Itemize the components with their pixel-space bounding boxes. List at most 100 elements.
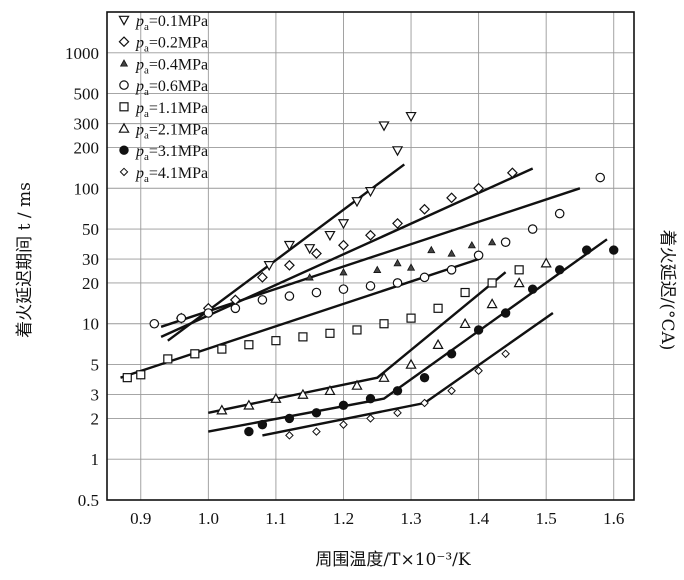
data-point-0.6 — [176, 313, 187, 323]
data-point-0.6 — [311, 287, 322, 298]
data-point-1.1 — [298, 332, 308, 342]
data-point-0.6 — [473, 250, 484, 261]
data-point-1.1 — [244, 340, 254, 350]
data-point-2.1 — [216, 404, 228, 415]
x-tick-label: 1.4 — [468, 509, 490, 528]
data-point-0.4 — [339, 268, 348, 276]
data-point-1.1 — [122, 373, 132, 383]
data-point-4.1 — [420, 398, 429, 408]
legend-label-1.1: pa=1.1MPa — [135, 100, 208, 120]
y-tick-label: 1000 — [65, 44, 99, 63]
data-point-0.4 — [305, 273, 314, 281]
data-point-0.6 — [595, 172, 606, 183]
data-point-0.6 — [149, 318, 160, 329]
data-point-2.1 — [405, 358, 417, 369]
data-point-0.1 — [283, 240, 296, 252]
data-point-4.1 — [474, 366, 483, 376]
legend-marker-1.1 — [119, 102, 129, 112]
data-point-3.1 — [582, 245, 592, 255]
data-point-0.6 — [554, 208, 565, 219]
data-point-2.1 — [540, 257, 552, 268]
x-tick-label: 1.5 — [536, 509, 557, 528]
y-tick-label: 10 — [82, 315, 99, 334]
data-point-0.2 — [256, 271, 268, 283]
data-point-1.1 — [379, 319, 389, 329]
x-tick-label: 1.1 — [265, 509, 286, 528]
data-point-1.1 — [325, 328, 335, 338]
data-point-3.1 — [311, 408, 322, 418]
data-point-2.1 — [297, 388, 309, 399]
data-point-0.6 — [203, 308, 214, 318]
data-point-4.1 — [339, 420, 348, 429]
data-point-0.6 — [284, 291, 295, 301]
data-point-3.1 — [419, 372, 430, 383]
data-point-0.1 — [391, 146, 404, 157]
x-tick-label: 0.9 — [130, 509, 151, 528]
data-point-3.1 — [284, 413, 295, 424]
legend-marker-0.2 — [118, 36, 130, 48]
data-point-0.6 — [230, 303, 241, 314]
data-point-1.1 — [352, 325, 362, 335]
data-point-0.1 — [351, 197, 363, 208]
data-point-4.1 — [447, 386, 456, 396]
y-axis-title: 着火延迟期间 t / ms — [15, 182, 35, 338]
legend: pa=0.1MPapa=0.2MPapa=0.4MPapa=0.6MPapa=1… — [118, 13, 208, 185]
data-point-3.1 — [473, 325, 484, 335]
data-point-0.1 — [263, 261, 275, 272]
fit-line-0.2 — [160, 167, 534, 338]
data-point-4.1 — [312, 427, 321, 436]
y-tick-label: 200 — [74, 138, 100, 157]
data-point-2.1 — [243, 399, 255, 410]
legend-label-0.4: pa=0.4MPa — [135, 56, 208, 76]
data-point-0.4 — [467, 240, 476, 249]
y2-axis-title: 着火延迟/(°CA) — [657, 230, 677, 351]
data-point-0.6 — [500, 237, 511, 247]
legend-marker-0.4 — [119, 59, 129, 67]
data-point-0.2 — [283, 259, 295, 271]
data-point-0.1 — [364, 186, 377, 198]
data-point-0.2 — [473, 182, 485, 194]
data-point-3.1 — [392, 386, 403, 396]
data-point-1.1 — [514, 265, 524, 275]
x-tick-label: 1.6 — [603, 509, 624, 528]
data-point-3.1 — [500, 308, 511, 318]
fit-lines — [120, 163, 608, 437]
x-axis-title: 周围温度/T×10⁻³/K — [315, 550, 470, 570]
data-point-0.4 — [427, 245, 436, 254]
fit-line-2.1 — [208, 271, 507, 414]
data-point-1.1 — [406, 313, 416, 323]
y-tick-label: 500 — [74, 85, 100, 104]
legend-label-3.1: pa=3.1MPa — [135, 143, 208, 163]
data-point-0.6 — [527, 224, 538, 234]
data-point-0.2 — [392, 217, 403, 229]
data-point-1.1 — [217, 344, 227, 354]
data-point-0.1 — [304, 244, 316, 255]
data-point-0.6 — [257, 295, 268, 305]
data-point-0.2 — [506, 167, 518, 179]
data-point-2.1 — [486, 298, 498, 309]
legend-marker-0.1 — [118, 15, 130, 26]
data-point-3.1 — [609, 245, 619, 255]
data-point-1.1 — [190, 349, 200, 359]
data-point-0.4 — [488, 237, 497, 246]
data-point-2.1 — [270, 392, 282, 403]
legend-marker-3.1 — [119, 145, 129, 155]
data-point-0.4 — [373, 265, 382, 273]
data-point-0.4 — [406, 263, 416, 271]
data-point-2.1 — [513, 277, 525, 288]
data-point-4.1 — [501, 349, 510, 359]
data-point-0.4 — [393, 258, 402, 267]
y-tick-label: 5 — [91, 356, 100, 375]
tick-labels: 0.9 1.0 1.1 1.2 1.3 1.4 1.5 1.6 0.5 1 2 3 5 10 20 30 50 1… — [65, 44, 624, 528]
data-point-1.1 — [433, 303, 443, 313]
data-point-0.1 — [378, 121, 390, 132]
legend-label-0.6: pa=0.6MPa — [135, 78, 208, 98]
data-points — [122, 111, 619, 440]
x-tick-label: 1.3 — [400, 509, 421, 528]
data-point-4.1 — [393, 408, 402, 418]
y-tick-label: 3 — [91, 386, 100, 405]
y-tick-label: 20 — [82, 274, 99, 293]
data-point-4.1 — [285, 431, 294, 440]
data-point-2.1 — [378, 371, 390, 382]
data-point-1.1 — [271, 336, 281, 346]
